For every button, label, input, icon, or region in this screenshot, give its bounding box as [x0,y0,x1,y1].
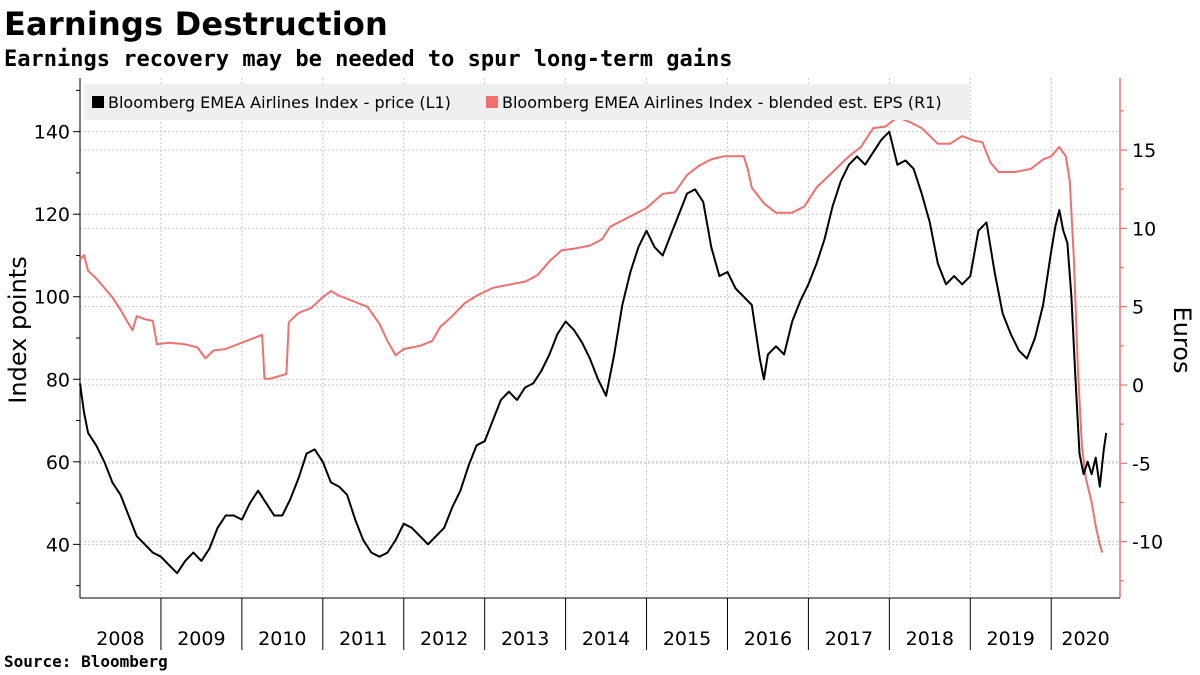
x-tick-label: 2009 [177,628,225,650]
x-tick-label: 2014 [582,628,630,650]
legend-entry-price: Bloomberg EMEA Airlines Index - price (L… [108,93,451,112]
x-tick-label: 2010 [258,628,306,650]
x-tick-label: 2015 [663,628,711,650]
y-right-tick-label: -5 [1132,453,1151,475]
y-right-tick-label: 10 [1132,218,1156,240]
y-left-tick-label: 40 [46,534,70,556]
chart-subtitle: Earnings recovery may be needed to spur … [4,47,733,72]
y-right-tick-label: -10 [1132,532,1163,554]
y-right-tick-label: 5 [1132,297,1144,319]
series-layer [79,116,1108,575]
legend: Bloomberg EMEA Airlines Index - price (L… [84,84,970,120]
x-tick-label: 2013 [501,628,549,650]
y-right-tick-label: 15 [1132,140,1156,162]
y-axis-left-label: Index points [4,256,32,403]
y-axis-right-label: Euros [1168,307,1196,374]
series-line-price [79,130,1108,575]
grid-lines [80,78,1120,598]
x-tick-label: 2020 [1061,628,1109,650]
source-note: Source: Bloomberg [4,652,168,671]
legend-swatch-eps [486,96,498,108]
legend-background [84,84,970,120]
x-tick-label: 2012 [420,628,468,650]
series-line-eps [79,116,1104,553]
y-right-tick-label: 0 [1132,375,1144,397]
y-left-tick-label: 60 [46,452,70,474]
x-tick-label: 2016 [744,628,792,650]
x-tick-label: 2011 [339,628,387,650]
x-tick-label: 2008 [96,628,144,650]
y-left-tick-label: 120 [34,204,70,226]
y-left-tick-label: 140 [34,122,70,144]
x-tick-label: 2019 [987,628,1035,650]
x-tick-label: 2018 [906,628,954,650]
axes: 40 60 80 100 120 140 -10 -5 0 5 10 15 2008 2009 2010 20… [34,78,1163,650]
legend-entry-eps: Bloomberg EMEA Airlines Index - blended … [502,93,942,112]
x-tick-label: 2017 [825,628,873,650]
chart-title: Earnings Destruction [4,5,389,43]
y-left-tick-label: 100 [34,287,70,309]
y-left-tick-label: 80 [46,369,70,391]
legend-swatch-price [92,96,104,108]
